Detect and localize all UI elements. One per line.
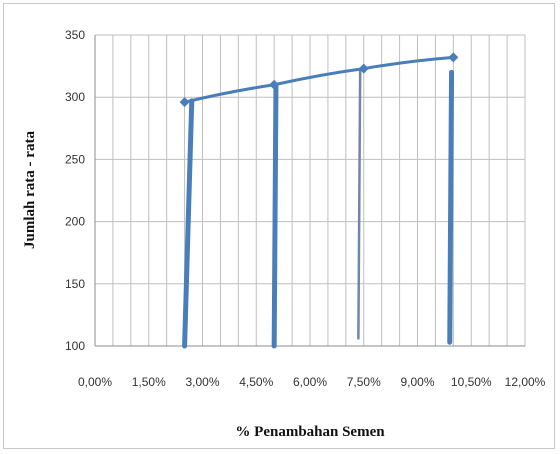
- x-tick-label: 3,00%: [185, 375, 219, 389]
- x-tick-labels: 0,00% 1,50% 3,00% 4,50% 6,00% 7,50% 9,00% 10,50…: [78, 375, 546, 389]
- y-tick-label: 100: [65, 339, 85, 353]
- data-point: [179, 97, 190, 108]
- x-tick-label: 7,50%: [347, 375, 381, 389]
- vertical-line: [182, 98, 195, 349]
- x-tick-label: 1,50%: [132, 375, 166, 389]
- vertical-line: [357, 68, 362, 340]
- data-point: [269, 79, 280, 90]
- vertical-lines: [182, 68, 455, 349]
- x-axis-label: % Penambahan Semen: [235, 424, 385, 440]
- y-tick-label: 250: [65, 152, 85, 166]
- grid-lines: [94, 34, 526, 347]
- y-tick-label: 200: [65, 215, 85, 229]
- series-line: [184, 55, 454, 104]
- series: [179, 52, 459, 108]
- x-tick-label: 9,00%: [400, 375, 434, 389]
- x-tick-label: 10,50%: [451, 375, 492, 389]
- y-tick-labels: 100 150 200 250 300 350: [65, 28, 85, 353]
- vertical-line: [447, 69, 455, 345]
- vertical-line: [271, 83, 279, 349]
- data-point: [448, 52, 459, 63]
- y-axis-label: Jumlah rata - rata: [22, 131, 38, 249]
- x-tick-label: 6,00%: [293, 375, 327, 389]
- y-tick-label: 300: [65, 90, 85, 104]
- x-tick-label: 4,50%: [239, 375, 273, 389]
- y-tick-label: 350: [65, 28, 85, 42]
- data-point: [358, 63, 369, 74]
- y-tick-label: 150: [65, 277, 85, 291]
- x-tick-label: 12,00%: [505, 375, 546, 389]
- x-tick-label: 0,00%: [78, 375, 112, 389]
